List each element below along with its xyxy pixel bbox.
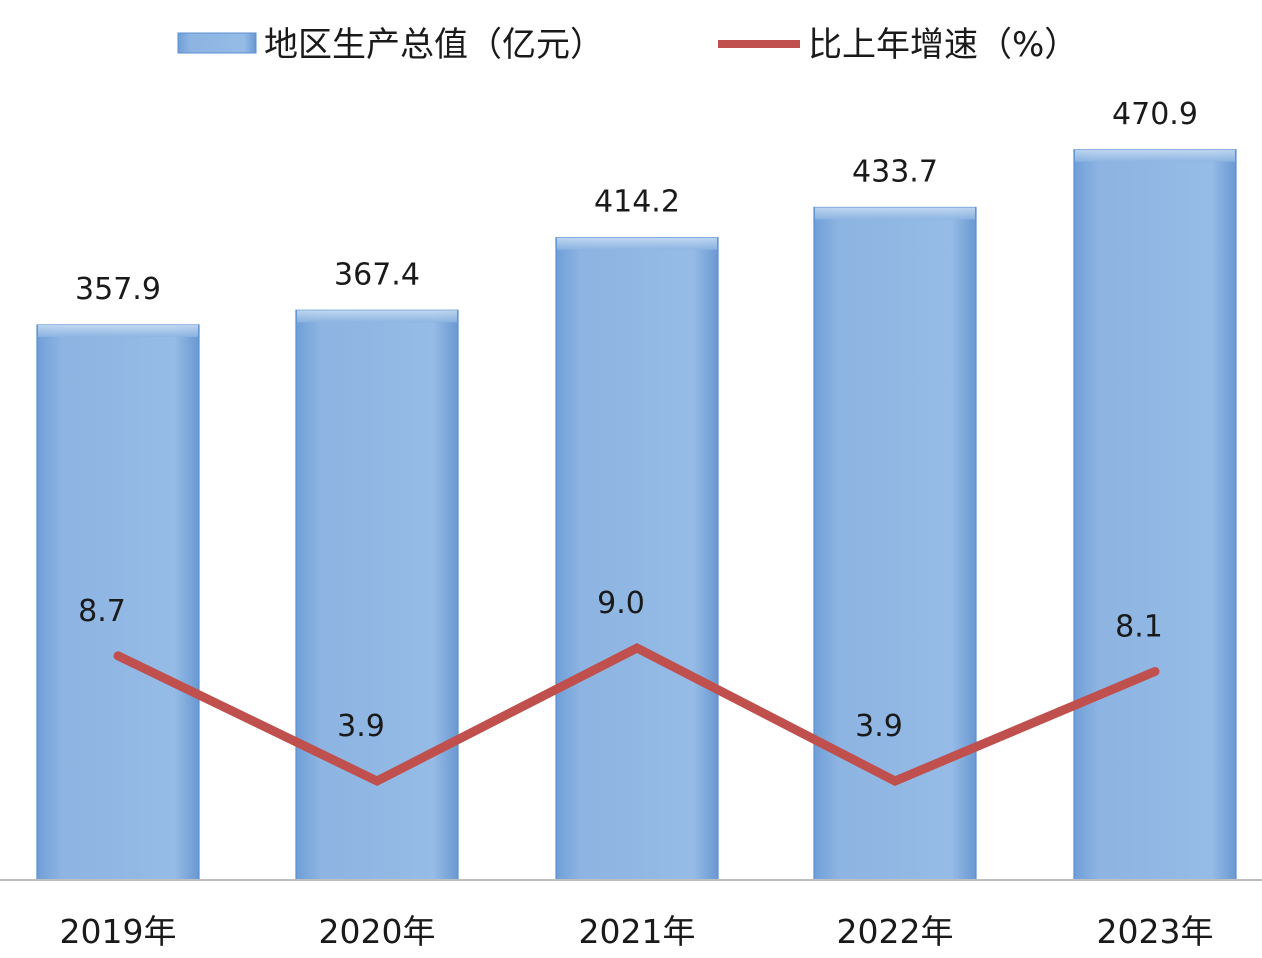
legend: 地区生产总值（亿元） 比上年增速（%） [177, 25, 1078, 65]
bar-group [295, 309, 459, 881]
bar-value-label: 470.9 [1112, 97, 1198, 132]
legend-item-growth: 比上年增速（%） [718, 25, 1078, 65]
bar [1073, 149, 1237, 881]
x-tick-label: 2021年 [579, 912, 696, 951]
legend-label-growth: 比上年增速（%） [808, 25, 1078, 65]
bar-value-label: 357.9 [75, 272, 161, 307]
bar-group [1073, 149, 1237, 881]
bar-group [555, 237, 719, 881]
bar-value-label: 367.4 [334, 257, 420, 292]
bar-highlight [297, 310, 457, 323]
x-tick-label: 2022年 [837, 912, 954, 951]
line-point [636, 647, 638, 649]
line-point [894, 780, 896, 782]
bar-highlight [1075, 149, 1235, 162]
x-tick-label: 2020年 [319, 912, 436, 951]
line-point [1154, 670, 1156, 673]
legend-label-gdp: 地区生产总值（亿元） [264, 25, 604, 65]
x-axis-tick-labels: 2019年 2020年 2021年 2022年 2023年 [60, 912, 1214, 951]
bar-value-label: 414.2 [594, 185, 680, 220]
legend-swatch-gdp [177, 32, 257, 54]
legend-item-gdp: 地区生产总值（亿元） [177, 25, 604, 65]
bar [555, 237, 719, 881]
line-value-label: 3.9 [855, 709, 903, 744]
x-tick-label: 2023年 [1097, 912, 1214, 951]
bar-value-label: 433.7 [852, 154, 938, 189]
bar-highlight [557, 237, 717, 250]
bar-highlight [815, 207, 975, 220]
line-value-label: 9.0 [597, 586, 645, 621]
line-value-label: 3.9 [337, 709, 385, 744]
bar-series: 357.9 367.4 414.2 433.7 470.9 [36, 97, 1237, 881]
line-point [376, 780, 378, 782]
line-value-label: 8.1 [1115, 609, 1163, 644]
line-series: 8.7 3.9 9.0 3.9 8.1 [78, 586, 1163, 787]
line-value-label: 8.7 [78, 594, 126, 629]
bar [295, 309, 459, 881]
bar-highlight [38, 325, 198, 337]
line-point [117, 654, 119, 657]
x-tick-label: 2019年 [60, 912, 177, 951]
